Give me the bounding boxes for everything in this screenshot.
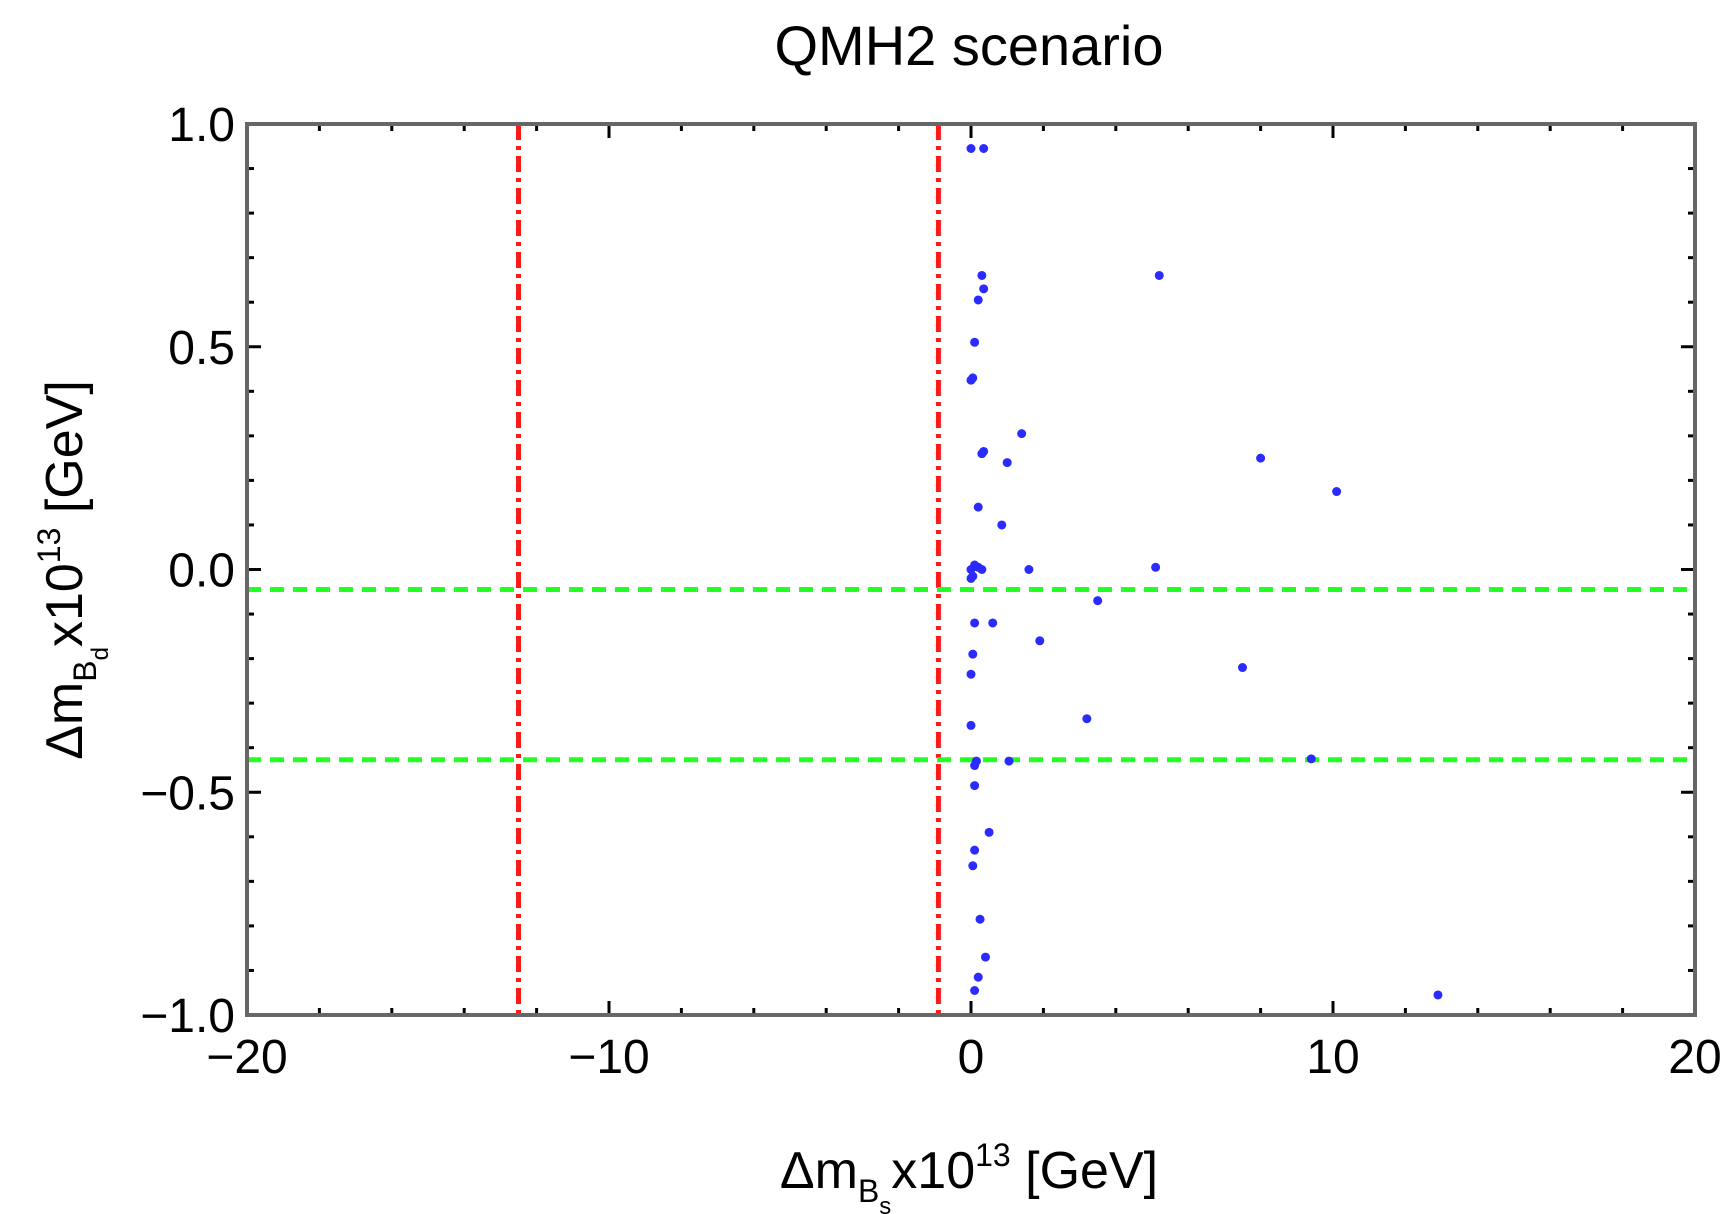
x-axis-label-suffix: [GeV] — [1011, 1142, 1158, 1200]
data-point — [966, 375, 976, 385]
data-point — [1017, 429, 1027, 439]
x-axis-label: ΔmBsx1013 [GeV] — [780, 1137, 1158, 1214]
data-point — [973, 502, 983, 512]
data-point — [970, 761, 980, 771]
x-axis-label-sup: 13 — [975, 1137, 1011, 1173]
data-point — [970, 618, 980, 628]
y-tick-label: 0.5 — [168, 322, 235, 375]
data-point — [966, 144, 976, 154]
x-axis-label-sub: B — [858, 1173, 879, 1209]
x-axis-label-subsub: s — [879, 1193, 891, 1214]
data-point — [970, 845, 980, 855]
data-point — [1306, 754, 1316, 764]
data-point — [977, 449, 987, 459]
y-axis-label-sub: B — [67, 660, 103, 681]
data-point — [1004, 756, 1014, 766]
y-axis-label-mid: x10 — [36, 563, 94, 647]
data-point — [968, 861, 978, 871]
y-axis-label-suffix: [GeV] — [36, 380, 94, 527]
data-point — [979, 144, 989, 154]
data-point — [977, 270, 987, 280]
chart-title: QMH2 scenario — [774, 14, 1163, 77]
data-point — [966, 573, 976, 583]
data-point — [1002, 458, 1012, 468]
x-tick-label: 10 — [1306, 1031, 1359, 1084]
plot-frame — [245, 122, 1697, 1017]
data-point — [1154, 270, 1164, 280]
data-point — [973, 972, 983, 982]
data-point — [1024, 565, 1034, 574]
y-tick-label: 1.0 — [168, 99, 235, 152]
data-point — [966, 720, 976, 730]
y-axis-label: ΔmBdx1013 [GeV] — [31, 380, 114, 760]
x-tick-label: 0 — [958, 1031, 985, 1084]
y-tick-label: −0.5 — [140, 767, 235, 820]
data-points — [966, 144, 1443, 1000]
x-tick-label: 20 — [1668, 1031, 1721, 1084]
y-axis-label-prefix: Δm — [36, 682, 94, 760]
data-point — [966, 669, 976, 679]
data-point — [988, 618, 998, 628]
x-axis-label-prefix: Δm — [780, 1142, 858, 1200]
data-point — [970, 337, 980, 347]
data-point — [1256, 453, 1266, 463]
y-axis-label-subsub: d — [87, 647, 114, 660]
data-point — [979, 284, 989, 294]
data-point — [980, 952, 990, 962]
data-point — [1151, 562, 1161, 572]
data-point — [1035, 636, 1045, 646]
data-point — [975, 914, 985, 924]
y-tick-label: −1.0 — [140, 990, 235, 1043]
data-point — [1093, 596, 1103, 606]
data-point — [973, 295, 983, 305]
data-point — [970, 781, 980, 791]
data-point — [968, 649, 978, 659]
data-point — [977, 565, 987, 574]
x-tick-label: −20 — [206, 1031, 287, 1084]
y-axis-label-sup: 13 — [31, 528, 67, 564]
data-point — [984, 827, 994, 837]
data-point — [1433, 990, 1443, 1000]
data-point — [970, 985, 980, 995]
x-tick-label: −10 — [568, 1031, 649, 1084]
reference-lines — [247, 124, 1695, 1015]
data-point — [1332, 487, 1342, 497]
tick-labels: −20 −10 0 10 20 −1.0 −0.5 0.0 0.5 1.0 — [140, 99, 1721, 1084]
data-point — [1082, 714, 1092, 724]
y-tick-label: 0.0 — [168, 545, 235, 598]
data-point — [1238, 663, 1247, 673]
data-point — [997, 520, 1007, 530]
x-axis-label-mid: x10 — [891, 1142, 975, 1200]
